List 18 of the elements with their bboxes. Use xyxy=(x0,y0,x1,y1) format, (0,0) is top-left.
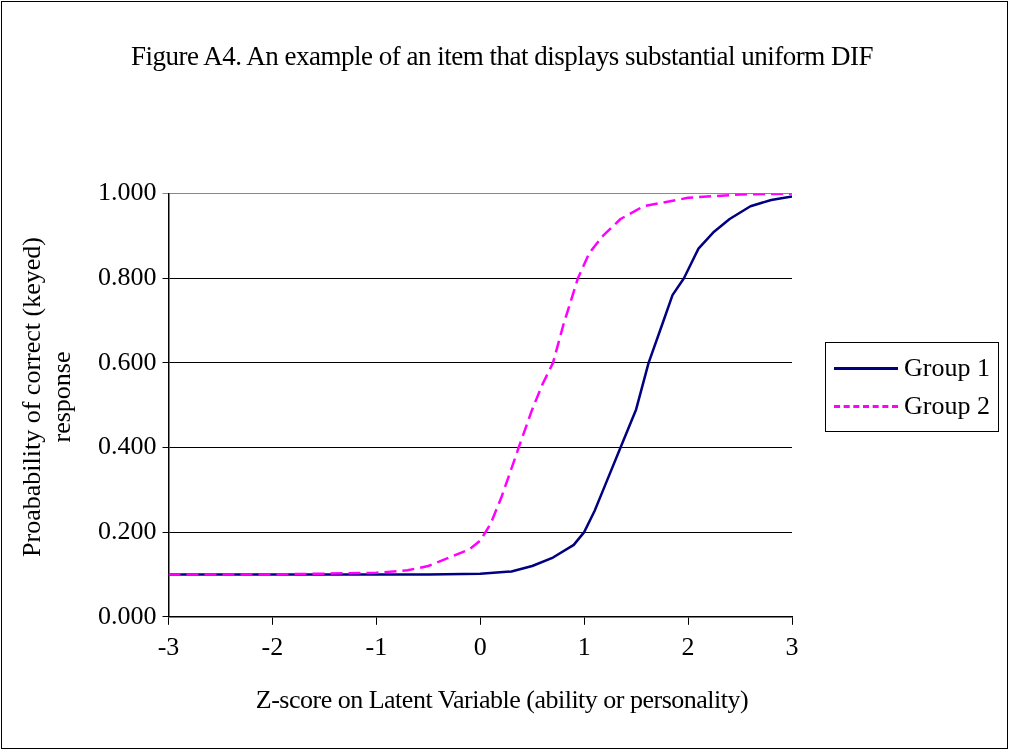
y-axis-title: Proabability of correct (keyed) response xyxy=(17,236,77,559)
x-tick-label: -2 xyxy=(261,632,284,662)
chart-title: Figure A4. An example of an item that displays substantial uniform DIF xyxy=(130,40,874,73)
y-tick-label: 0.200 xyxy=(98,515,157,545)
x-tick-label: 0 xyxy=(473,632,487,662)
x-tick-label: 3 xyxy=(785,632,799,662)
legend-label: Group 2 xyxy=(904,391,990,421)
x-axis-title: Z-score on Latent Variable (ability or personality) xyxy=(254,685,750,715)
y-tick-label: 0.800 xyxy=(98,262,157,292)
y-tick-label: 0.000 xyxy=(98,600,157,630)
legend-label: Group 1 xyxy=(904,353,990,383)
x-tick-label: -1 xyxy=(365,632,388,662)
x-tick-label: 2 xyxy=(681,632,695,662)
x-tick-label: 1 xyxy=(577,632,591,662)
y-tick-label: 1.000 xyxy=(98,177,157,207)
y-tick-label: 0.400 xyxy=(98,431,157,461)
x-tick-label: -3 xyxy=(157,632,180,662)
y-tick-label: 0.600 xyxy=(98,346,157,376)
